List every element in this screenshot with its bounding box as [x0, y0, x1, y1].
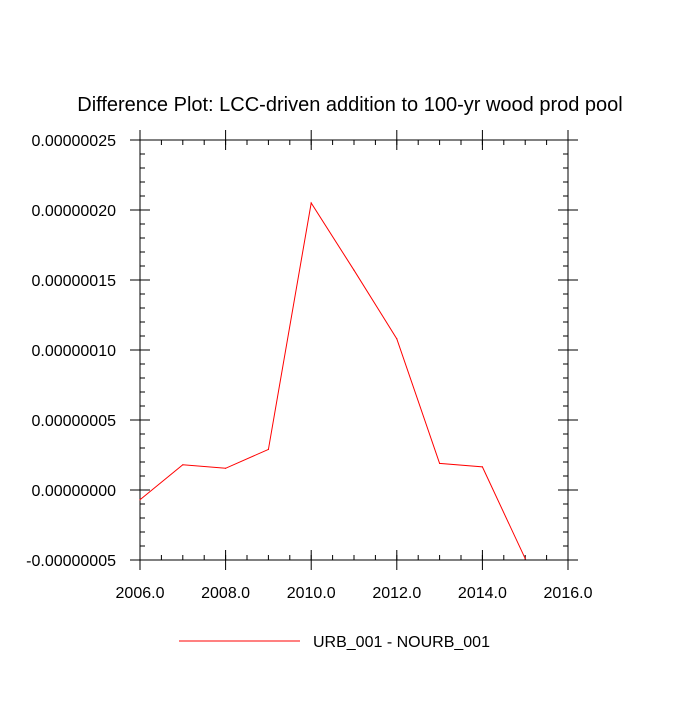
series-point — [310, 202, 312, 204]
y-tick-label: 0.00000000 — [31, 483, 116, 500]
y-axis-tick-labels: 0.00000025 0.00000020 0.00000015 0.00000010… — [26, 133, 116, 570]
series-layer — [139, 201, 526, 560]
x-tick-label: 2014.0 — [458, 585, 507, 602]
x-tick-label: 2006.0 — [116, 585, 165, 602]
series-line — [139, 201, 526, 559]
x-tick-label: 2010.0 — [287, 585, 336, 602]
series-point — [524, 558, 526, 560]
series-point — [439, 462, 441, 464]
series-point — [396, 338, 398, 340]
x-tick-label: 2012.0 — [372, 585, 421, 602]
chart-title: Difference Plot: LCC-driven addition to … — [77, 94, 623, 116]
legend: URB_001 - NOURB_001 — [179, 634, 490, 651]
x-tick-label: 2016.0 — [544, 585, 593, 602]
major-ticks — [130, 130, 578, 570]
x-tick-label: 2008.0 — [201, 585, 250, 602]
series-point — [139, 499, 141, 501]
series-point — [182, 464, 184, 466]
y-tick-label: 0.00000005 — [31, 413, 116, 430]
legend-label: URB_001 - NOURB_001 — [313, 634, 490, 651]
series-point — [267, 448, 269, 450]
minor-ticks — [139, 139, 569, 561]
series-point — [353, 269, 355, 271]
series-point — [481, 466, 483, 468]
y-tick-label: 0.00000025 — [31, 133, 116, 150]
series-point — [225, 467, 227, 469]
y-tick-label: 0.00000015 — [31, 273, 116, 290]
plot-frame — [139, 139, 569, 561]
x-axis-tick-labels: 2006.0 2008.0 2010.0 2012.0 2014.0 2016.0 — [116, 585, 593, 602]
plot-border — [139, 139, 569, 561]
y-tick-label: -0.00000005 — [26, 553, 116, 570]
y-tick-label: 0.00000010 — [31, 343, 116, 360]
y-tick-label: 0.00000020 — [31, 203, 116, 220]
